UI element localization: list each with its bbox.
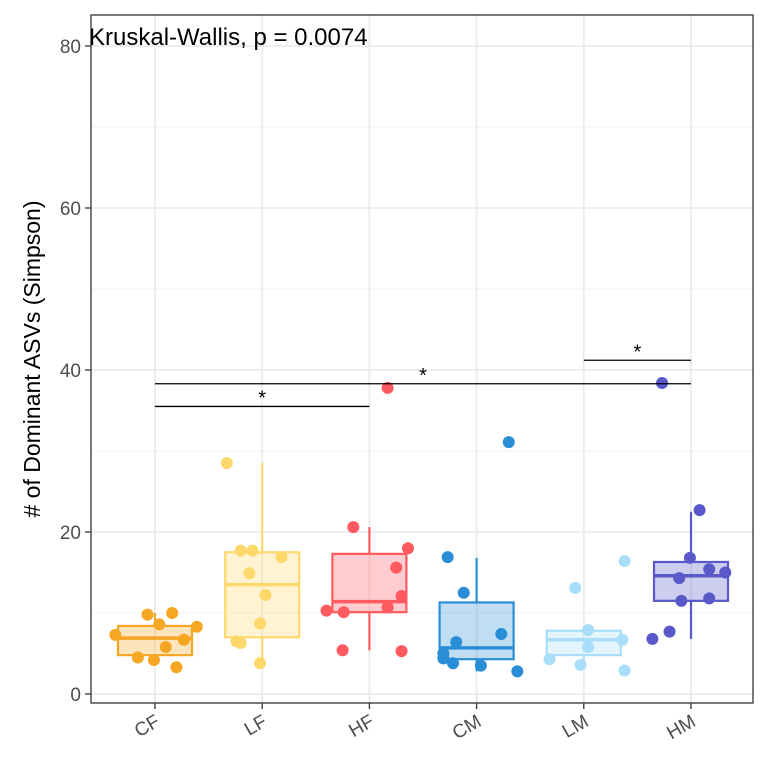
data-point-cm [447, 657, 460, 670]
grid-lines [91, 15, 753, 703]
data-point-hm [675, 594, 688, 607]
significance-label: * [634, 341, 642, 363]
data-point-cf [131, 651, 144, 664]
data-point-cm [502, 436, 515, 449]
data-point-hm [693, 504, 706, 517]
data-point-lm [616, 633, 629, 646]
data-point-hf [390, 561, 403, 574]
data-point-lm [543, 653, 556, 666]
data-point-hm [673, 572, 686, 585]
data-point-lf [246, 544, 259, 557]
data-point-cf [166, 607, 179, 619]
data-point-lf [234, 636, 247, 649]
data-point-hf [381, 601, 394, 614]
data-point-hf [401, 542, 414, 555]
data-point-cf [147, 653, 160, 666]
box-cf [116, 613, 194, 660]
data-point-lf [254, 657, 267, 670]
data-point-cm [474, 659, 487, 672]
data-point-lf [220, 457, 233, 470]
significance-label: * [258, 387, 266, 409]
data-point-cm [437, 652, 450, 665]
significance-brackets: * * * [155, 341, 691, 409]
data-point-hf [347, 521, 360, 534]
data-point-lf [254, 617, 267, 630]
data-point-lm [618, 555, 631, 568]
data-point-cf [153, 618, 166, 631]
data-point-hm [703, 592, 716, 605]
y-axis-title: # of Dominant ASVs (Simpson) [19, 200, 45, 517]
data-point-cf [141, 608, 154, 621]
data-point-lf [243, 567, 256, 580]
data-point-hm [703, 563, 716, 576]
y-tick-label: 60 [60, 199, 81, 220]
data-point-cf [159, 641, 172, 654]
data-points [109, 376, 732, 678]
data-point-hf [395, 589, 408, 602]
data-point-lm [574, 658, 587, 671]
data-point-lf [259, 589, 272, 602]
data-point-lf [234, 544, 247, 557]
box-hm [652, 511, 730, 639]
data-point-cf [109, 628, 122, 641]
y-tick-label: 40 [60, 361, 81, 382]
significance-label: * [419, 365, 427, 387]
data-point-lm [618, 664, 631, 677]
data-point-cm [457, 586, 470, 599]
data-point-cm [511, 665, 524, 678]
data-point-cf [170, 661, 183, 674]
y-tick-label: 20 [60, 523, 81, 544]
data-point-cf [190, 620, 203, 633]
data-point-hf [381, 381, 394, 394]
data-point-hf [336, 644, 349, 657]
data-point-lm [569, 581, 582, 594]
data-point-hm [719, 566, 732, 579]
data-point-cm [495, 628, 508, 641]
data-point-hm [646, 632, 659, 645]
data-point-cm [450, 636, 463, 649]
data-point-lm [582, 624, 595, 637]
data-point-lm [582, 641, 595, 654]
data-point-cm [441, 551, 454, 564]
data-point-hm [683, 551, 696, 564]
data-point-hf [320, 604, 333, 617]
box-iqr [652, 560, 730, 602]
data-point-lf [275, 551, 288, 564]
data-point-cf [177, 633, 190, 646]
y-tick-label: 80 [60, 37, 81, 58]
data-point-hm [663, 625, 676, 638]
data-point-hm [656, 376, 669, 389]
data-point-hf [337, 606, 350, 619]
panel-border [90, 14, 754, 704]
y-tick-label: 0 [70, 685, 81, 706]
kruskal-wallis-annotation: Kruskal-Wallis, p = 0.0074 [89, 24, 368, 51]
data-point-hf [395, 645, 408, 658]
